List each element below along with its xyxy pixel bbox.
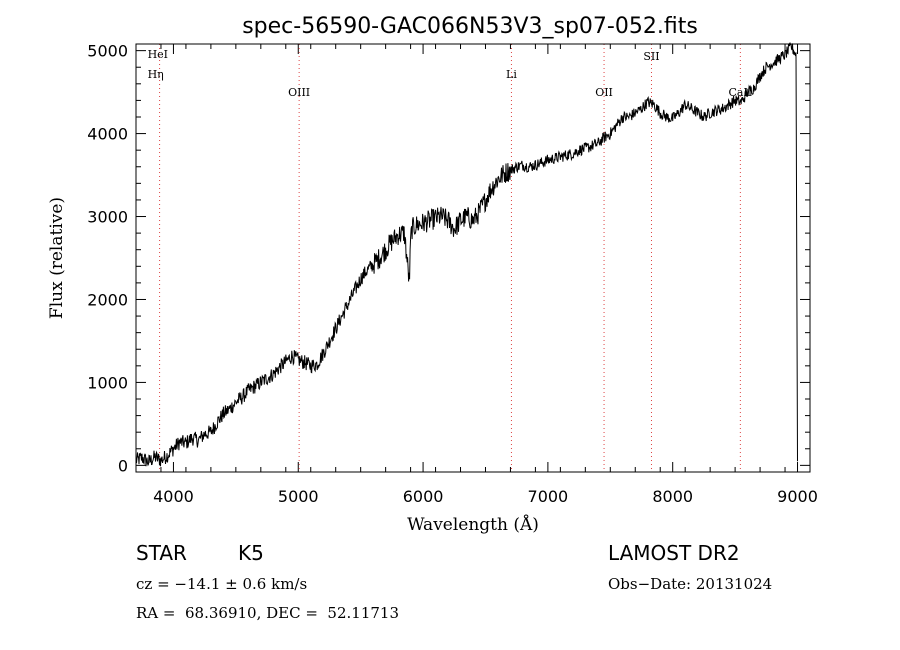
object-type: STAR [136, 541, 187, 565]
y-tick-label: 1000 [87, 373, 128, 392]
line-marker-label: OIII [288, 86, 310, 99]
y-tick-label: 2000 [87, 290, 128, 309]
x-tick-label: 4000 [153, 487, 194, 506]
x-tick-label: 7000 [528, 487, 569, 506]
y-tick-label: 3000 [87, 208, 128, 227]
coordinates: RA = 68.36910, DEC = 52.11713 [136, 604, 400, 622]
line-marker-label: Li [506, 68, 517, 81]
axis-ticks: 4000 5000 6000 7000 8000 9000 0 1000 2000 3000 400… [87, 42, 818, 506]
line-marker-label: OII [595, 86, 613, 99]
y-tick-label: 0 [118, 456, 128, 475]
x-axis-label: Wavelength (Å) [407, 514, 539, 535]
plot-frame [135, 43, 811, 473]
y-axis-label: Flux (relative) [47, 197, 67, 319]
spectral-subclass: K5 [238, 541, 264, 565]
spectrum-line [135, 42, 798, 467]
line-marker-label: HeI [148, 48, 168, 61]
spectrum-plot: spec-56590-GAC066N53V3_sp07-052.fits 400… [47, 14, 818, 535]
x-tick-label: 6000 [403, 487, 444, 506]
survey-name: LAMOST DR2 [608, 541, 740, 565]
chart-title: spec-56590-GAC066N53V3_sp07-052.fits [242, 14, 698, 39]
line-marker-label: SII [643, 50, 659, 63]
x-tick-label: 9000 [777, 487, 818, 506]
y-tick-label: 5000 [87, 42, 128, 61]
observation-date: Obs−Date: 20131024 [608, 575, 773, 593]
line-marker-label: Hη [148, 68, 164, 81]
redshift-cz: cz = −14.1 ± 0.6 km/s [136, 575, 308, 593]
y-tick-label: 4000 [87, 125, 128, 144]
x-tick-label: 5000 [278, 487, 319, 506]
x-tick-label: 8000 [652, 487, 693, 506]
